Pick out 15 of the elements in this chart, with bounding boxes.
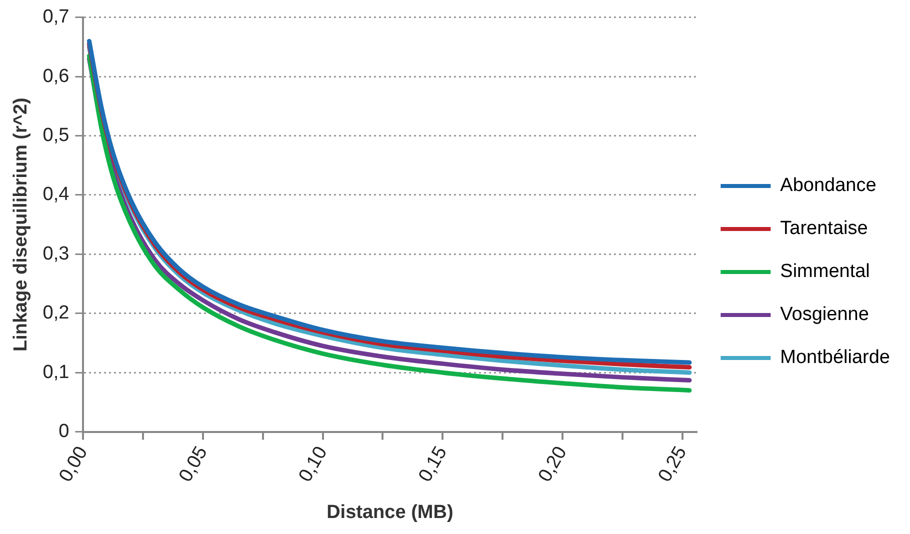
legend-label: Tarentaise (780, 218, 868, 240)
y-tick-label: 0,3 (42, 243, 70, 264)
y-axis-title: Linkage disequilibrium (r^2) (10, 98, 32, 352)
legend-label: Abondance (780, 175, 876, 196)
y-tick-label: 0 (58, 421, 70, 442)
y-tick-label: 0,4 (42, 184, 70, 206)
legend-label: Simmental (780, 261, 870, 282)
y-tick-label: 0,2 (42, 302, 70, 324)
y-tick-label: 0,1 (42, 362, 70, 383)
y-tick-label: 0,5 (42, 125, 70, 146)
legend-label: Montbéliarde (780, 347, 890, 368)
legend-label: Vosgienne (780, 304, 869, 326)
y-tick-label: 0,7 (42, 6, 70, 28)
y-tick-label: 0,6 (42, 66, 70, 87)
x-axis-title: Distance (MB) (326, 502, 454, 523)
